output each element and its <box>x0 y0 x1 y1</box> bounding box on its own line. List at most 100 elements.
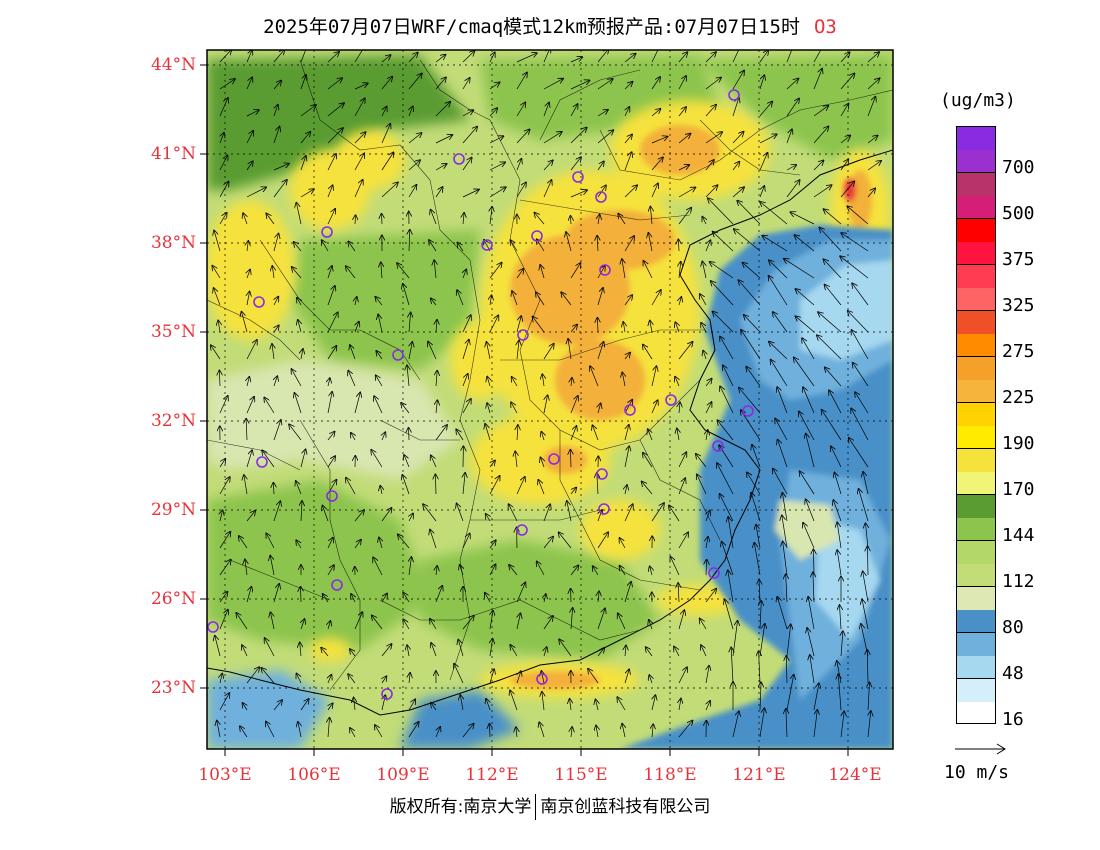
wind-vector <box>624 295 632 306</box>
wind-vector <box>678 721 692 738</box>
wind-vector <box>462 724 474 738</box>
legend-label: 48 <box>1002 663 1024 684</box>
legend-swatch <box>957 265 995 288</box>
wind-vector <box>620 566 626 576</box>
wind-vector <box>273 127 280 144</box>
wind-vector <box>272 344 274 360</box>
wind-vector <box>678 452 686 468</box>
wind-vector <box>825 368 842 387</box>
wind-vector <box>571 727 572 738</box>
wind-vector <box>541 671 544 684</box>
wind-vector <box>769 342 788 360</box>
city-markers <box>207 89 754 700</box>
wind-vector <box>782 493 788 522</box>
wind-vector <box>408 160 420 171</box>
wind-vector <box>431 643 437 657</box>
city-marker <box>381 688 393 700</box>
wind-vector <box>354 393 360 414</box>
wind-vector <box>456 430 464 441</box>
wind-vector <box>678 667 687 684</box>
wind-vector <box>219 98 228 117</box>
wind-vector <box>597 110 608 117</box>
wind-vector <box>597 236 598 252</box>
wind-vector <box>219 79 235 90</box>
wind-vector <box>408 722 419 738</box>
wind-vector <box>784 259 815 279</box>
wind-vector <box>375 297 383 306</box>
wind-vector <box>382 676 386 684</box>
wind-vector <box>215 636 221 657</box>
lat-label-41: 41°N <box>150 144 196 164</box>
wind-vector <box>570 57 582 63</box>
wind-vector <box>381 107 387 117</box>
wind-vector <box>706 537 708 549</box>
lat-label-32: 32°N <box>150 411 196 431</box>
wind-vector <box>244 475 247 495</box>
wind-vector <box>274 297 278 306</box>
wind-vector <box>851 409 869 441</box>
wind-vector <box>618 614 626 630</box>
wind-vector <box>675 322 679 333</box>
wind-vector <box>354 698 355 711</box>
wind-vector <box>462 190 479 198</box>
wind-vector <box>516 130 530 144</box>
wind-vector <box>849 438 869 468</box>
wind-vector <box>820 228 842 252</box>
wind-vector <box>543 616 553 630</box>
wind-vector <box>516 477 525 495</box>
wind-vector <box>490 724 491 738</box>
wind-vector <box>852 330 869 360</box>
wind-vector <box>246 450 252 468</box>
wind-vector <box>650 567 652 576</box>
wind-vector <box>624 185 637 198</box>
wind-vector <box>327 185 333 198</box>
wind-vector <box>743 263 761 279</box>
wind-vector <box>348 674 356 684</box>
wind-vector <box>321 648 329 657</box>
wind-vector <box>705 132 722 144</box>
wind-vector <box>220 674 222 684</box>
wind-vector <box>700 619 707 630</box>
wind-vector <box>536 292 545 306</box>
wind-vector <box>516 583 525 603</box>
city-marker <box>599 264 611 276</box>
wind-vector <box>624 236 634 252</box>
wind-vector <box>559 532 572 549</box>
wind-vector <box>868 546 869 576</box>
wind-vector <box>239 536 248 549</box>
wind-vector <box>462 534 470 549</box>
wind-vector <box>327 392 332 414</box>
wind-vector <box>786 50 793 63</box>
wind-vector <box>713 232 734 252</box>
wind-vector <box>463 213 464 225</box>
city-marker <box>548 453 560 465</box>
wind-vector <box>678 610 684 630</box>
wind-vector <box>862 600 869 630</box>
wind-vector <box>435 102 450 117</box>
wind-vector <box>462 110 473 117</box>
wind-vector <box>322 240 329 252</box>
wind-vector <box>328 378 330 387</box>
wind-vector <box>840 182 854 198</box>
wind-vector <box>773 312 788 333</box>
wind-vector <box>435 135 452 144</box>
wind-vector <box>382 432 385 441</box>
wind-vector <box>516 53 537 63</box>
legend-swatch <box>957 472 995 495</box>
wind-vector <box>796 316 815 333</box>
wind-vector <box>732 71 744 90</box>
wind-vector <box>435 164 447 171</box>
wind-vector <box>597 342 604 360</box>
wind-vector <box>741 330 761 360</box>
city-marker <box>572 171 584 183</box>
wind-vector <box>678 240 679 252</box>
wind-vector <box>408 699 415 711</box>
lon-label-103: 103°E <box>198 765 252 785</box>
city-marker <box>598 503 610 515</box>
wind-vector <box>380 486 382 495</box>
wind-vector <box>300 450 306 468</box>
wind-vector <box>346 478 356 495</box>
wind-vector <box>544 647 547 657</box>
wind-vector <box>435 425 447 441</box>
wind-vector <box>214 231 221 252</box>
